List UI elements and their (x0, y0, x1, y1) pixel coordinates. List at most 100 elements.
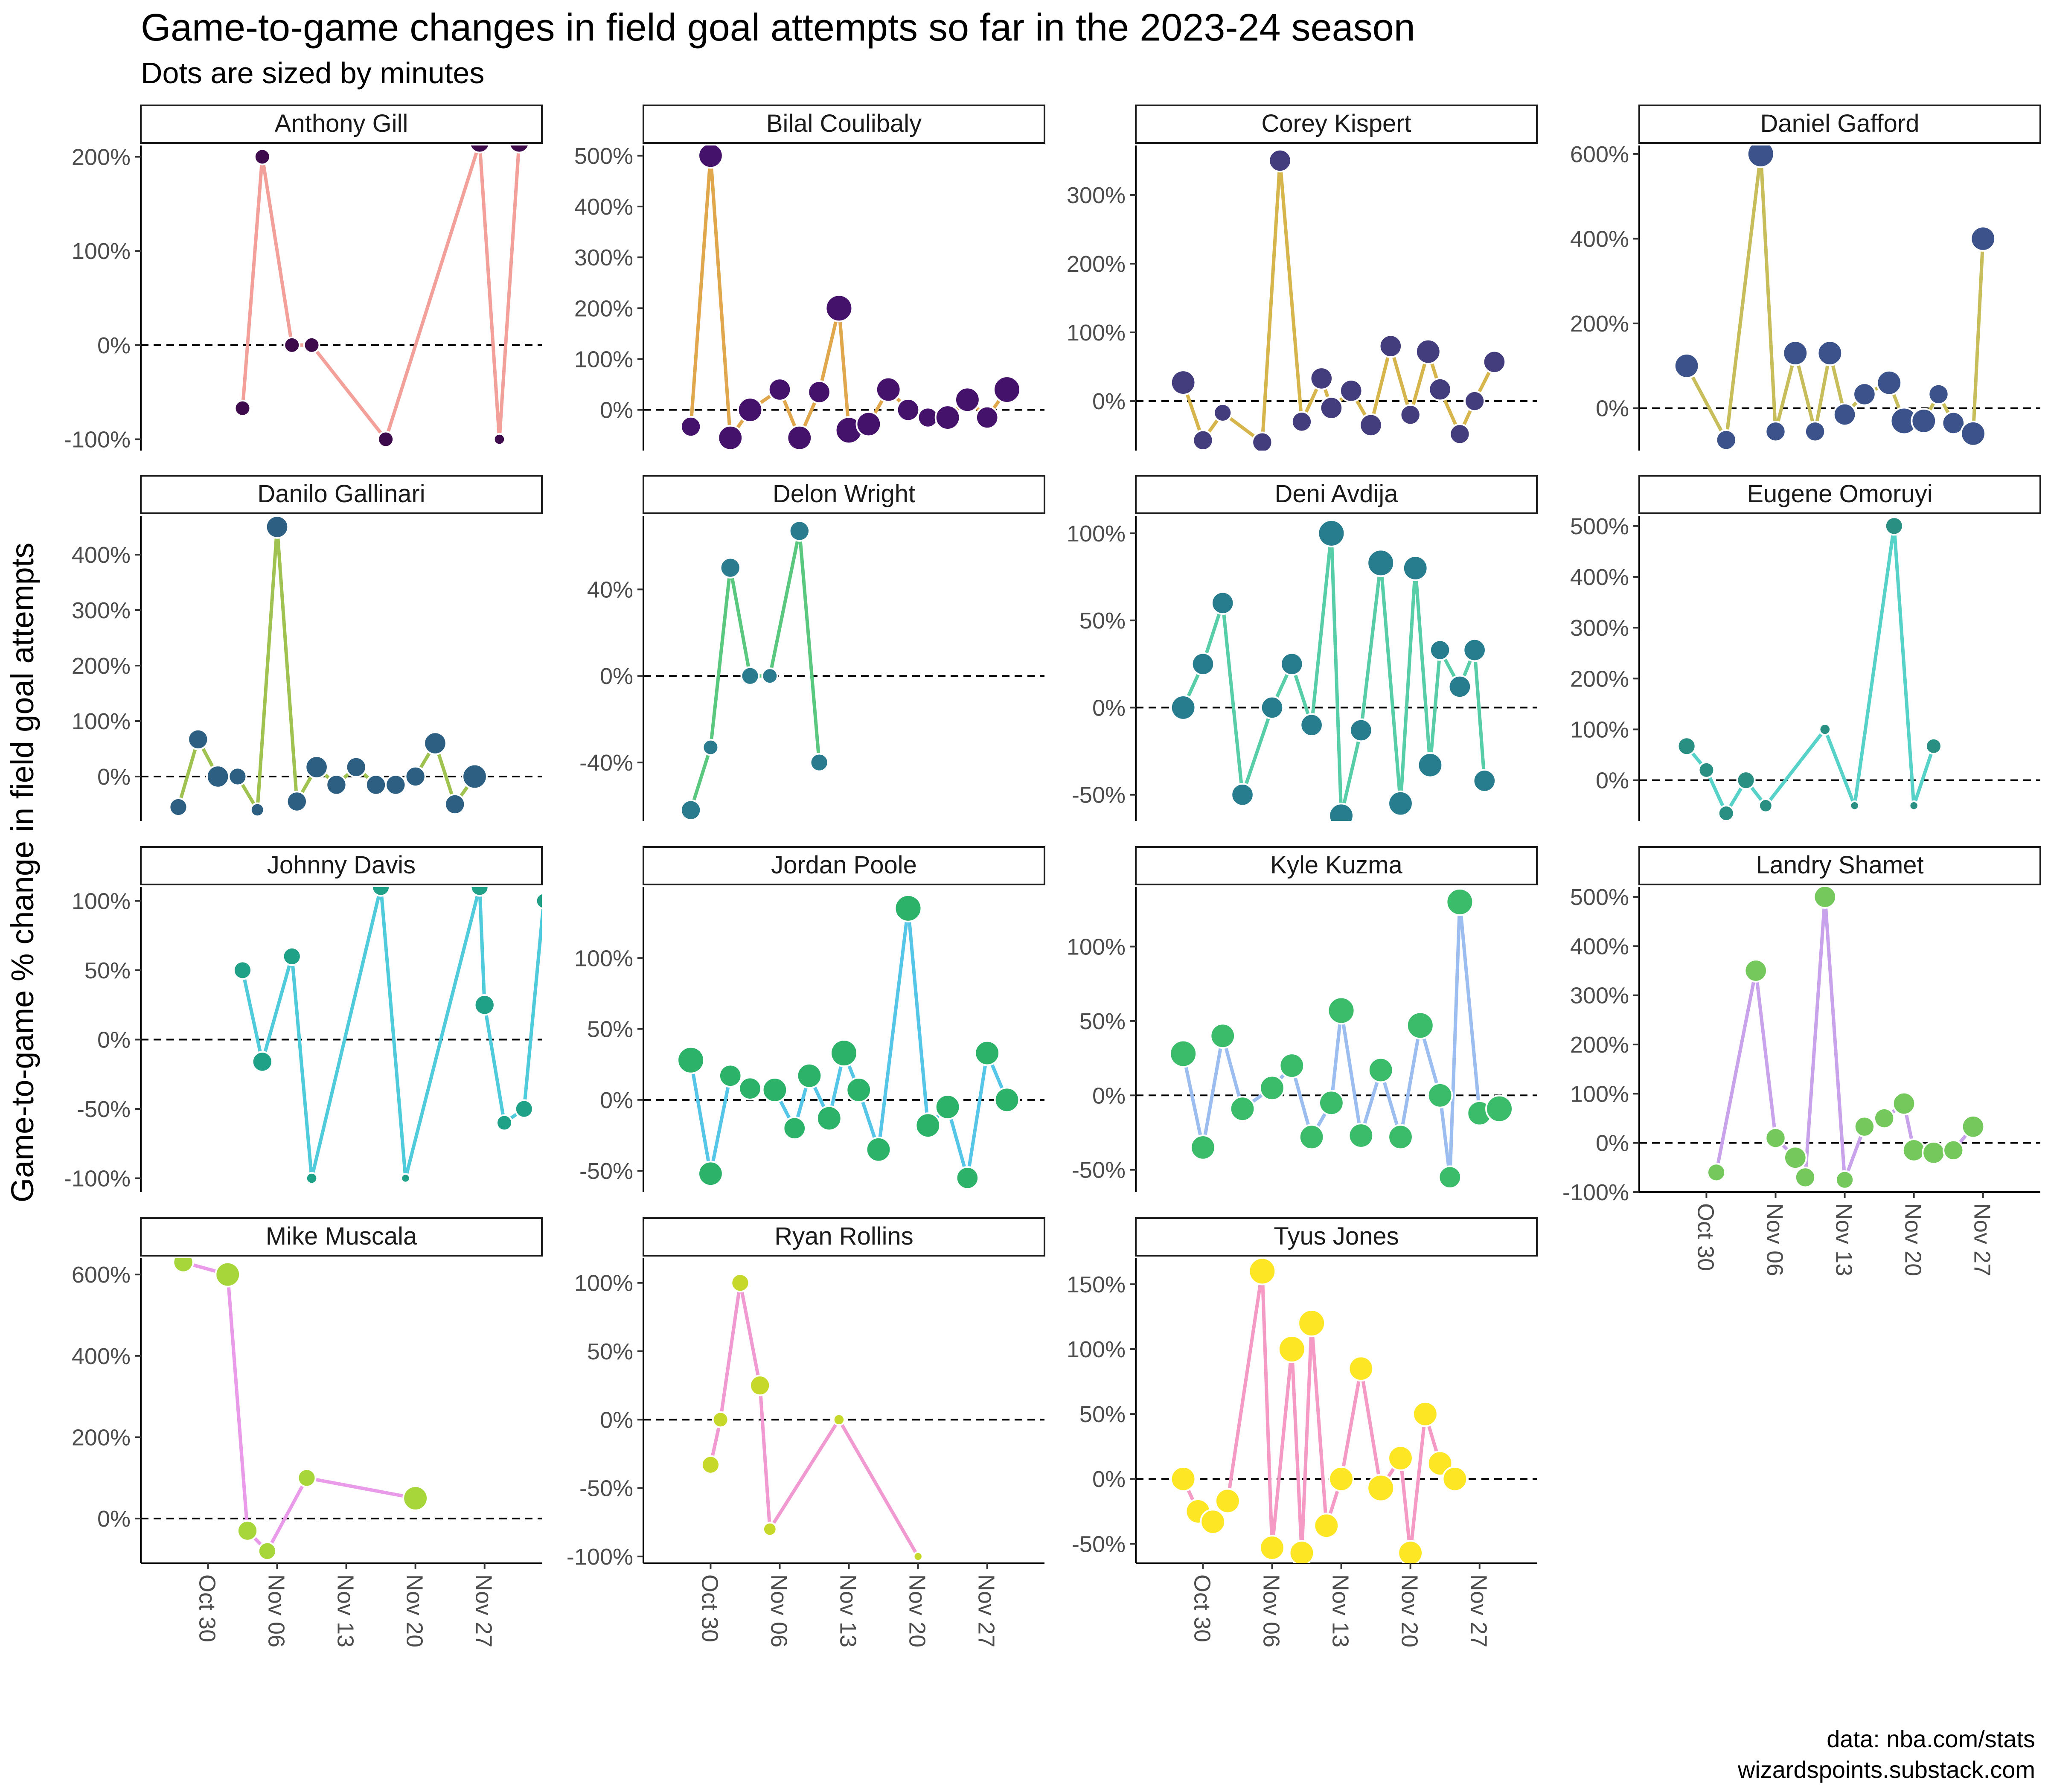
y-tick-label: -50% (77, 1097, 131, 1122)
panel-plot-area (643, 145, 1044, 451)
facet-daniel-gafford: Daniel Gafford 0% 200% 400% 600% (1570, 105, 2041, 451)
data-point (1943, 1139, 1964, 1161)
facet-strip-label: Bilal Coulibaly (766, 110, 922, 137)
data-point (1251, 431, 1273, 451)
y-tick-label: 0% (97, 764, 131, 790)
data-point (1367, 1474, 1395, 1502)
data-point (206, 765, 230, 788)
y-tick-label: 50% (1079, 608, 1126, 634)
data-point (233, 960, 253, 980)
data-point (1744, 959, 1768, 983)
y-tick-label: 0% (1596, 396, 1629, 422)
facet-kyle-kuzma: Kyle Kuzma -50% 0% 50% 100% (1067, 846, 1538, 1192)
y-tick-label: 300% (574, 245, 633, 271)
y-tick-label: -100% (567, 1544, 633, 1570)
y-tick-label: 0% (1092, 1083, 1126, 1108)
panel-plot-area (1639, 887, 2040, 1190)
data-point (1169, 1039, 1198, 1068)
x-tick-label: Nov 20 (905, 1574, 930, 1647)
data-point (1765, 1127, 1786, 1149)
data-point (1367, 1057, 1394, 1083)
y-tick-label: 200% (1067, 251, 1126, 277)
data-point (701, 1455, 721, 1475)
data-point (954, 387, 980, 413)
data-point (1190, 1134, 1216, 1161)
y-tick-label: 0% (600, 1407, 633, 1433)
facet-strip (1135, 475, 1538, 514)
data-point (1319, 396, 1344, 420)
data-point (807, 380, 831, 404)
y-tick-label: 0% (600, 663, 633, 689)
data-point (865, 1136, 892, 1163)
facet-strip (1135, 105, 1538, 144)
data-point (1388, 790, 1414, 817)
y-tick-label: 0% (1092, 1466, 1126, 1492)
data-point (1280, 652, 1304, 676)
data-point (913, 1551, 923, 1562)
facet-strip-label: Tyus Jones (1274, 1222, 1399, 1250)
data-point (1782, 340, 1809, 366)
data-point (297, 1468, 317, 1488)
data-point (1817, 340, 1843, 366)
data-point (282, 946, 302, 966)
data-point (1213, 403, 1233, 423)
panel-plot-area (1639, 145, 2040, 451)
data-point (1463, 390, 1486, 412)
facet-johnny-davis: Johnny Davis -100% -50% 0% 50% 100% (64, 846, 543, 1192)
data-point (496, 1114, 513, 1132)
data-point (761, 667, 779, 685)
x-tick-label: Nov 06 (766, 1574, 792, 1647)
data-point (1317, 519, 1346, 547)
data-point (169, 797, 188, 817)
x-tick-label: Nov 27 (1969, 1203, 1995, 1276)
data-point (846, 1077, 872, 1103)
data-point (788, 520, 811, 542)
data-point (975, 405, 999, 430)
data-point (286, 791, 308, 812)
facet-strip-label: Danilo Gallinari (257, 480, 425, 508)
data-point (1928, 383, 1949, 405)
facet-deni-avdija: Deni Avdija -50% 0% 50% 100% (1067, 475, 1538, 821)
data-point (1925, 737, 1942, 755)
facet-strip-label: Kyle Kuzma (1270, 851, 1402, 879)
data-point (1388, 1124, 1414, 1150)
data-point (303, 336, 320, 354)
data-point (1765, 421, 1786, 442)
y-tick-label: 50% (587, 1017, 633, 1042)
data-point (762, 1077, 788, 1103)
facet-strip-label: Delon Wright (773, 480, 915, 508)
data-point (215, 1261, 241, 1288)
data-point (493, 433, 506, 446)
data-point (1677, 736, 1696, 756)
data-point (1367, 549, 1395, 577)
y-tick-label: 400% (72, 542, 131, 568)
data-point (250, 802, 265, 817)
y-tick-label: 100% (574, 347, 633, 372)
facet-danilo-gallinari: Danilo Gallinari 0% 100% 200% 300% 400% (72, 475, 543, 821)
facet-strip (1638, 105, 2041, 144)
y-tick-label: 0% (600, 1088, 633, 1113)
y-tick-label: 600% (72, 1262, 131, 1288)
facet-delon-wright: Delon Wright -40% 0% 40% (579, 475, 1045, 821)
data-point (1297, 1309, 1326, 1338)
data-point (1348, 1356, 1374, 1382)
data-point (1231, 783, 1254, 807)
data-point (1446, 887, 1474, 916)
y-tick-label: 100% (1067, 934, 1126, 960)
data-point (738, 1076, 762, 1101)
y-tick-label: 0% (1092, 389, 1126, 414)
x-tick-label: Nov 13 (333, 1574, 358, 1647)
x-tick-label: Nov 06 (1762, 1203, 1788, 1276)
facet-strip-label: Daniel Gafford (1760, 110, 1920, 137)
data-point (1717, 805, 1735, 821)
data-point (749, 1374, 771, 1396)
x-tick-label: Nov 06 (1259, 1574, 1284, 1647)
y-tick-label: 100% (72, 889, 131, 914)
y-tick-label: 100% (1067, 320, 1126, 346)
data-point (830, 1039, 858, 1068)
data-point (400, 1173, 411, 1184)
y-tick-label: 300% (1570, 983, 1629, 1009)
y-tick-label: 500% (1570, 514, 1629, 539)
data-point (698, 145, 724, 169)
data-point (896, 398, 920, 422)
